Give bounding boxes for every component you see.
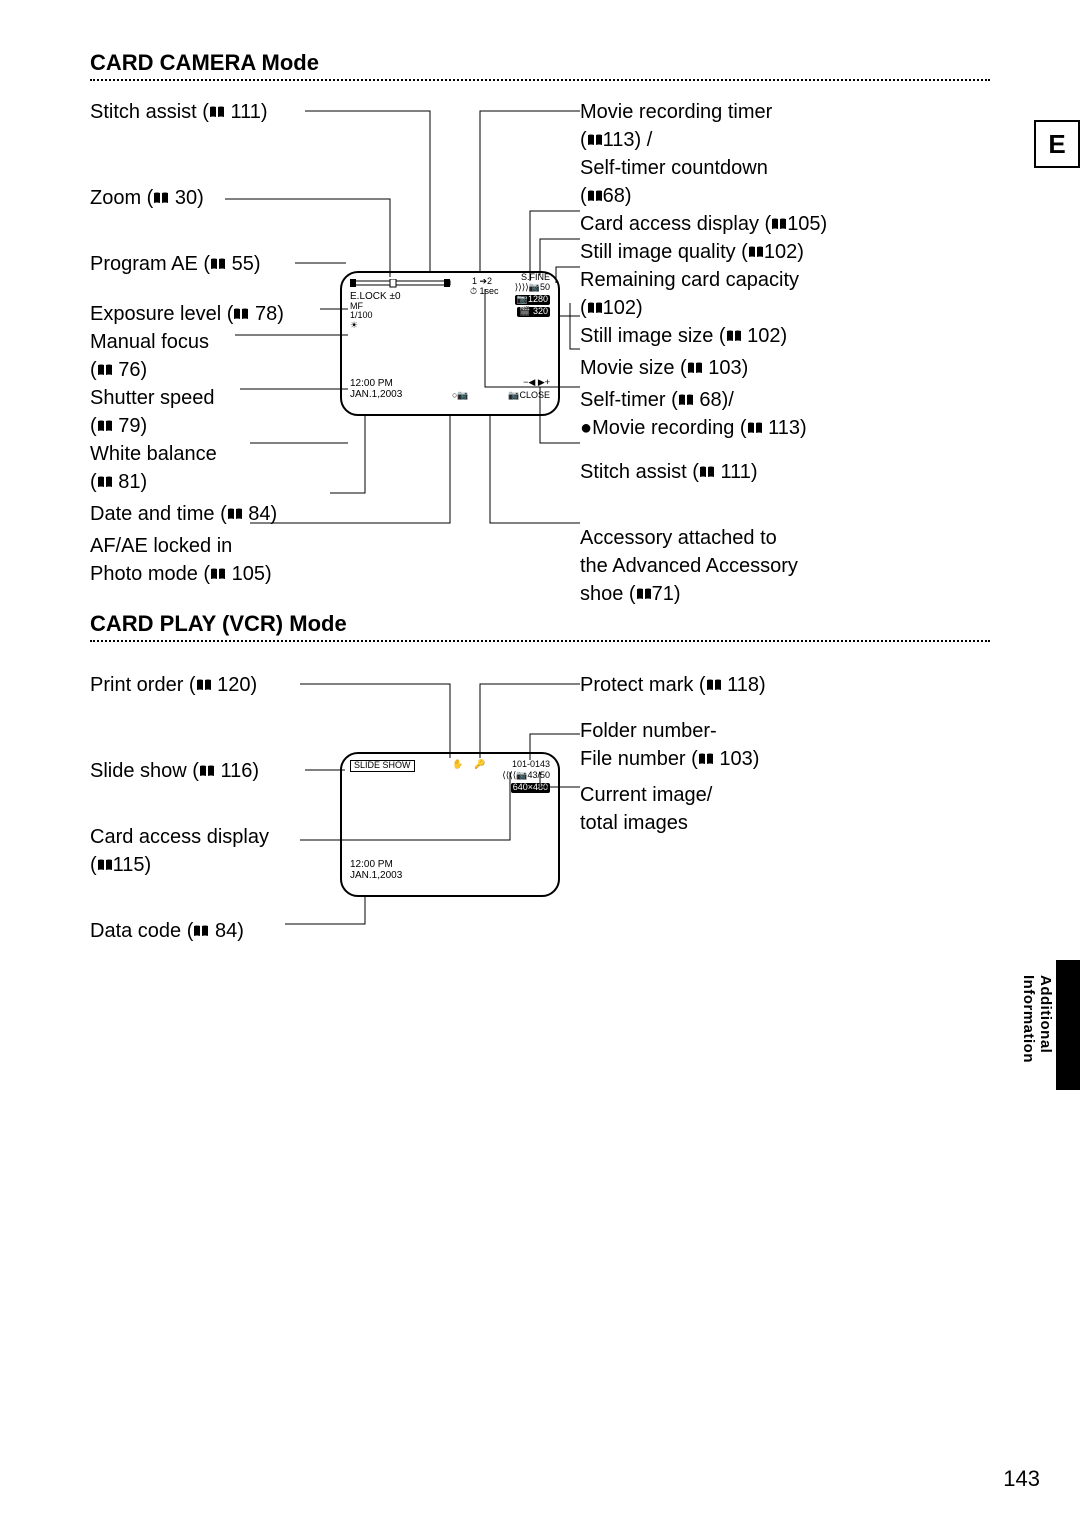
label-photo-mode: Photo mode ( 105) (90, 561, 350, 587)
page-content: CARD CAMERA Mode Stitch assist ( 111) Zo… (90, 50, 990, 1012)
label-still-size: Still image size ( 102) (580, 323, 960, 349)
label-card-access-play-ref: (115) (90, 852, 350, 878)
label-self-timer-countdown: Self-timer countdown (580, 155, 960, 181)
screen-stitch-icons: −◀ ▶+ (523, 378, 550, 388)
label-exposure: Exposure level ( 78) (90, 301, 350, 327)
screen-close: 📷CLOSE (508, 391, 550, 401)
screen-photo-mode-icon: ○📷 (452, 391, 469, 401)
side-section-label: AdditionalInformation (1020, 975, 1054, 1063)
diagram-card-camera: Stitch assist ( 111) Zoom ( 30) Program … (90, 91, 990, 611)
label-stitch-right: Stitch assist ( 111) (580, 459, 960, 485)
label-movie-recording: ●Movie recording ( 113) (580, 415, 960, 441)
label-file: File number ( 103) (580, 746, 960, 772)
label-white-balance: White balance (90, 441, 350, 467)
screen-key-icon: 🔑 (474, 760, 485, 770)
screen-timer: ⏱ 1sec (470, 287, 499, 297)
label-folder: Folder number- (580, 718, 960, 744)
label-self-timer: Self-timer ( 68)/ (580, 387, 960, 413)
label-protect: Protect mark ( 118) (580, 672, 960, 698)
screen-date: JAN.1,2003 (350, 389, 402, 400)
label-still-quality: Still image quality (102) (580, 239, 960, 265)
label-card-access: Card access display (105) (580, 211, 960, 237)
label-remaining-ref: (102) (580, 295, 960, 321)
label-stitch-assist: Stitch assist ( 111) (90, 99, 350, 125)
label-zoom: Zoom ( 30) (90, 185, 350, 211)
lcd-screen-play: SLIDE SHOW ✋ 🔑 101-0143 ⟨⟨⟨⟨📷43/50 640×4… (340, 752, 560, 897)
label-current: Current image/ (580, 782, 960, 808)
label-af-ae: AF/AE locked in (90, 533, 350, 559)
lcd-screen-camera: E.LOCK ±0 MF 1/100 ☀ 12:00 PM JAN.1,2003… (340, 271, 560, 416)
screen-size1: 📷1280 (515, 294, 550, 305)
diagram-card-play: Print order ( 120) Slide show ( 116) Car… (90, 652, 990, 1012)
label-movie-timer-ref: (113) / (580, 127, 960, 153)
label-data-code: Data code ( 84) (90, 918, 350, 944)
label-manual-focus-ref: ( 76) (90, 357, 350, 383)
section-title-play: CARD PLAY (VCR) Mode (90, 611, 990, 642)
screen-time-play: 12:00 PM (350, 859, 393, 870)
label-card-access-play: Card access display (90, 824, 350, 850)
label-accessory-ref: shoe (71) (580, 581, 960, 607)
screen-wb-icon: ☀ (350, 321, 358, 331)
language-tab: E (1034, 120, 1080, 168)
label-white-balance-ref: ( 81) (90, 469, 350, 495)
label-accessory2: the Advanced Accessory (580, 553, 960, 579)
screen-slideshow: SLIDE SHOW (350, 760, 415, 772)
screen-hand-icon: ✋ (452, 760, 463, 770)
label-date-time: Date and time ( 84) (90, 501, 350, 527)
label-movie-size: Movie size ( 103) (580, 355, 960, 381)
screen-card-count: ⟩⟩⟩⟩📷50 (515, 283, 550, 293)
label-accessory: Accessory attached to (580, 525, 960, 551)
label-total: total images (580, 810, 960, 836)
label-movie-timer: Movie recording timer (580, 99, 960, 125)
label-slide-show: Slide show ( 116) (90, 758, 350, 784)
label-print-order: Print order ( 120) (90, 672, 350, 698)
zoom-bar-icon (350, 279, 460, 289)
screen-date-play: JAN.1,2003 (350, 870, 402, 881)
page-number: 143 (1003, 1466, 1040, 1492)
label-shutter-ref: ( 79) (90, 413, 350, 439)
section-title-camera: CARD CAMERA Mode (90, 50, 990, 81)
side-tab-marker (1056, 960, 1080, 1090)
screen-res: 640×480 (511, 782, 550, 793)
screen-folder-file: 101-0143 (512, 760, 550, 770)
label-self-timer-countdown-ref: (68) (580, 183, 960, 209)
screen-size2: 🎬 320 (517, 306, 550, 317)
screen-time: 12:00 PM (350, 378, 393, 389)
screen-count: ⟨⟨⟨⟨📷43/50 (502, 771, 550, 781)
label-shutter: Shutter speed (90, 385, 350, 411)
label-program-ae: Program AE ( 55) (90, 251, 350, 277)
label-manual-focus: Manual focus (90, 329, 350, 355)
label-remaining-capacity: Remaining card capacity (580, 267, 960, 293)
